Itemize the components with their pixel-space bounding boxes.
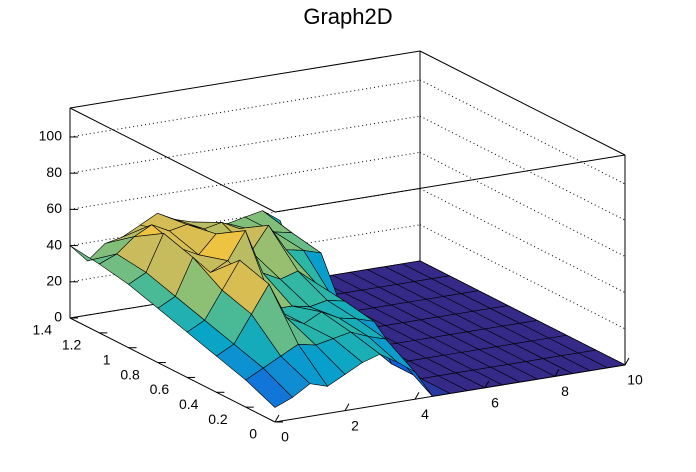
box-edge bbox=[69, 50, 421, 109]
x-tick-label: 4 bbox=[421, 406, 429, 422]
grid-line bbox=[419, 151, 626, 257]
z-tick-label: 100 bbox=[39, 128, 63, 144]
box-edge bbox=[69, 107, 276, 213]
x-tick-label: 8 bbox=[561, 383, 569, 399]
x-tick-label: 10 bbox=[627, 372, 643, 388]
x-tick bbox=[554, 369, 560, 377]
chart-title: Graph2D bbox=[303, 4, 392, 29]
z-tick-label: 0 bbox=[54, 309, 62, 325]
y-tick-label: 0.4 bbox=[179, 396, 199, 412]
grid-line bbox=[419, 115, 626, 221]
y-tick-label: 1 bbox=[103, 351, 111, 367]
box-edge bbox=[419, 50, 626, 156]
x-tick bbox=[344, 403, 350, 411]
grid-line bbox=[69, 115, 421, 174]
x-tick bbox=[414, 391, 420, 400]
surface-cell bbox=[245, 367, 293, 408]
y-tick-label: 0.6 bbox=[150, 381, 170, 397]
z-tick-label: 80 bbox=[46, 164, 62, 180]
z-tick-label: 60 bbox=[46, 200, 62, 216]
y-tick-label: 0 bbox=[249, 426, 257, 442]
y-tick-label: 1.4 bbox=[33, 322, 53, 338]
x-tick-label: 2 bbox=[351, 417, 359, 433]
y-axis bbox=[69, 317, 276, 423]
x-tick bbox=[274, 414, 280, 423]
grid-line bbox=[419, 79, 626, 185]
y-tick-label: 0.8 bbox=[120, 366, 140, 382]
grid-line bbox=[69, 151, 421, 210]
x-tick-label: 0 bbox=[281, 429, 289, 445]
z-tick-label: 20 bbox=[46, 272, 62, 288]
x-tick bbox=[484, 380, 490, 389]
x-tick bbox=[624, 357, 630, 366]
x-tick-label: 6 bbox=[491, 395, 499, 411]
x-axis bbox=[274, 364, 626, 423]
y-tick-label: 0.2 bbox=[208, 411, 228, 427]
z-tick-label: 40 bbox=[46, 236, 62, 252]
grid-line bbox=[69, 79, 421, 138]
box-edge bbox=[274, 154, 626, 213]
y-tick-label: 1.2 bbox=[62, 337, 82, 353]
